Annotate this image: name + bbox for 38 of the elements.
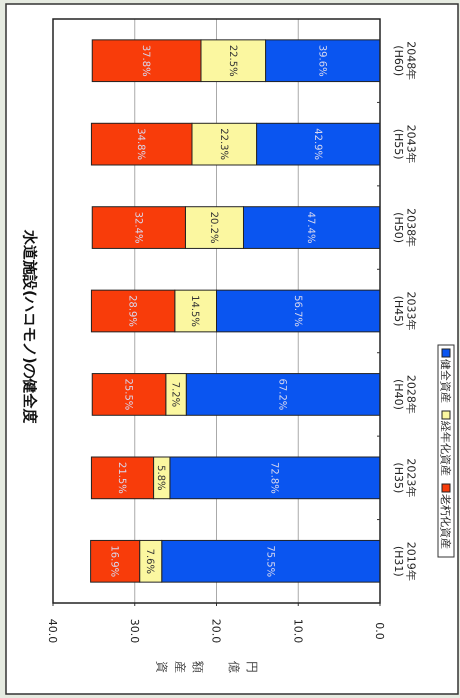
- y-tick-label: 2028年 (H40): [392, 374, 418, 414]
- ylabel: 資産額 億円: [155, 661, 259, 679]
- annotation: 28.9%: [126, 295, 138, 327]
- annotation: 75.5%: [264, 545, 276, 578]
- annotation: 34.8%: [135, 128, 146, 160]
- x-tick-label: 10.0: [291, 618, 304, 644]
- y-tick-label: 2038年 (H50): [392, 208, 418, 248]
- y-tick-label: 2033年 (H45): [392, 292, 418, 330]
- annotation: 72.8%: [268, 462, 280, 494]
- annotation: 5.8%: [155, 465, 166, 491]
- annotation: 7.2%: [170, 382, 181, 408]
- annotation: 39.6%: [316, 44, 328, 77]
- annotation: 42.9%: [312, 128, 323, 160]
- annotation: 67.2%: [276, 378, 288, 410]
- annotation: 56.7%: [292, 295, 303, 327]
- annotation: 25.5%: [122, 378, 134, 410]
- annotation: 20.2%: [208, 212, 219, 244]
- annotation: 47.4%: [305, 212, 316, 244]
- annotation: 22.3%: [218, 128, 229, 160]
- x-tick-label: 0.0: [373, 622, 386, 640]
- x-tick-label: 40.0: [46, 618, 60, 644]
- annotation: 7.6%: [144, 548, 156, 574]
- y-tick-label: 2019年 (H31): [392, 542, 418, 581]
- x-tick-label: 20.0: [210, 618, 223, 644]
- legend-label: 経年化資産: [439, 420, 452, 476]
- legend-label: 老朽化資産: [439, 494, 452, 549]
- annotation: 37.8%: [140, 44, 152, 77]
- annotation: 32.4%: [132, 212, 144, 244]
- annotation: 16.9%: [108, 545, 120, 578]
- annotation: 21.5%: [116, 462, 127, 494]
- x-tick-label: 30.0: [128, 618, 141, 644]
- legend-label: 健全資産: [439, 359, 452, 403]
- y-tick-label: 2043年 (H55): [392, 124, 418, 164]
- text: 水道施設(ハコモノ)の健全度: [20, 229, 39, 424]
- y-tick-label: 2023年 (H35): [392, 458, 418, 498]
- annotation: 22.5%: [226, 44, 238, 77]
- y-tick-label: 2048年 (H60): [392, 41, 418, 80]
- annotation: 14.5%: [189, 295, 200, 327]
